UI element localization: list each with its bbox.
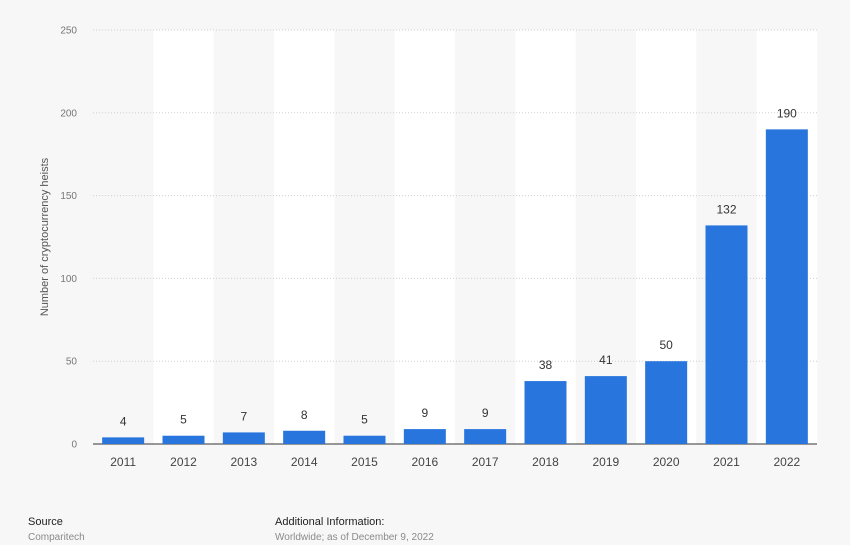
column-band <box>515 30 576 444</box>
bar-value-label: 9 <box>421 406 428 420</box>
additional-info-text: Worldwide; as of December 9, 2022 <box>275 532 434 543</box>
source-heading: Source <box>28 516 63 528</box>
x-tick-label: 2020 <box>653 455 680 469</box>
bar <box>584 376 627 444</box>
additional-info-heading: Additional Information: <box>275 516 385 528</box>
x-tick-label: 2018 <box>532 455 559 469</box>
source-text: Comparitech <box>28 532 85 543</box>
x-tick-label: 2021 <box>713 455 740 469</box>
bar-value-label: 5 <box>361 413 368 427</box>
bar <box>403 429 446 444</box>
y-axis-title: Number of cryptocurrency heists <box>39 157 51 316</box>
bar-value-label: 8 <box>301 408 308 422</box>
column-band <box>394 30 455 444</box>
bar-value-label: 5 <box>180 413 187 427</box>
x-tick-label: 2019 <box>592 455 619 469</box>
bar <box>222 432 265 444</box>
y-tick-label: 150 <box>60 191 77 202</box>
source-block: Source Comparitech <box>28 516 85 544</box>
bar <box>645 361 688 444</box>
bar <box>524 381 567 444</box>
bar-value-label: 132 <box>716 202 736 216</box>
bar-value-label: 50 <box>659 338 673 352</box>
bar-value-label: 7 <box>240 409 247 423</box>
x-axis-ticks: 2011 2012 2013 2014 2015 2016 2017 2018 2019 2020… <box>110 455 800 469</box>
bar <box>765 129 808 445</box>
bar-value-label: 41 <box>599 353 613 367</box>
bar <box>162 435 205 444</box>
bar <box>705 225 748 444</box>
bar <box>283 430 326 444</box>
bar <box>102 437 145 444</box>
x-tick-label: 2013 <box>230 455 257 469</box>
bar-chart: 0 50 100 150 200 250 4 5 7 8 5 9 9 38 41 50 132 190 2011… <box>39 26 817 469</box>
column-band <box>274 30 335 444</box>
bar-value-label: 190 <box>777 106 797 120</box>
y-tick-label: 50 <box>66 357 78 368</box>
bar <box>343 435 386 444</box>
additional-info-block: Additional Information: Worldwide; as of… <box>275 516 434 544</box>
y-axis-ticks: 0 50 100 150 200 250 <box>60 26 77 451</box>
bar-value-label: 38 <box>539 358 553 372</box>
x-tick-label: 2015 <box>351 455 378 469</box>
x-tick-label: 2017 <box>472 455 499 469</box>
y-tick-label: 250 <box>60 26 77 37</box>
bar-value-label: 9 <box>482 406 489 420</box>
bar-value-labels: 4 5 7 8 5 9 9 38 41 50 132 190 <box>120 106 797 428</box>
x-tick-label: 2012 <box>170 455 197 469</box>
x-tick-label: 2016 <box>411 455 438 469</box>
y-tick-label: 0 <box>71 440 77 451</box>
gridlines <box>93 29 817 445</box>
bar-value-label: 4 <box>120 414 127 428</box>
y-tick-label: 100 <box>60 274 77 285</box>
bars <box>102 129 808 445</box>
x-tick-label: 2014 <box>291 455 318 469</box>
column-band <box>153 30 214 444</box>
x-tick-label: 2022 <box>773 455 800 469</box>
bar <box>464 429 507 444</box>
y-tick-label: 200 <box>60 108 77 119</box>
x-tick-label: 2011 <box>110 455 136 469</box>
